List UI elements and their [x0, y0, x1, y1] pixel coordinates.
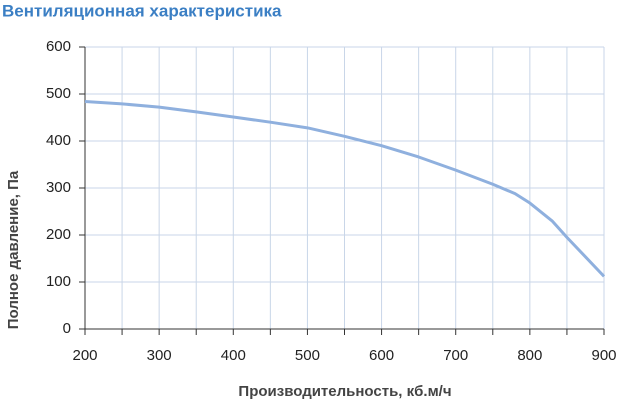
x-tick-label: 700 [443, 347, 468, 364]
chart-title: Вентиляционная характеристика [2, 1, 282, 20]
y-tick-label: 500 [46, 85, 71, 102]
y-tick-label: 200 [46, 226, 71, 243]
x-tick-label: 200 [72, 347, 97, 364]
y-tick-label: 300 [46, 179, 71, 196]
x-tick-label: 800 [517, 347, 542, 364]
y-tick-label: 100 [46, 273, 71, 290]
x-tick-label: 400 [221, 347, 246, 364]
y-tick-label: 400 [46, 132, 71, 149]
x-tick-label: 500 [295, 347, 320, 364]
data-line [84, 100, 606, 278]
y-tick-label: 0 [63, 320, 71, 337]
y-axis-label: Полное давление, Па [5, 170, 22, 329]
y-tick-label: 600 [46, 38, 71, 55]
x-axis-label: Производительность, кб.м/ч [238, 383, 451, 400]
x-tick-label: 900 [591, 347, 616, 364]
x-tick-label: 600 [369, 347, 394, 364]
x-tick-label: 300 [147, 347, 172, 364]
